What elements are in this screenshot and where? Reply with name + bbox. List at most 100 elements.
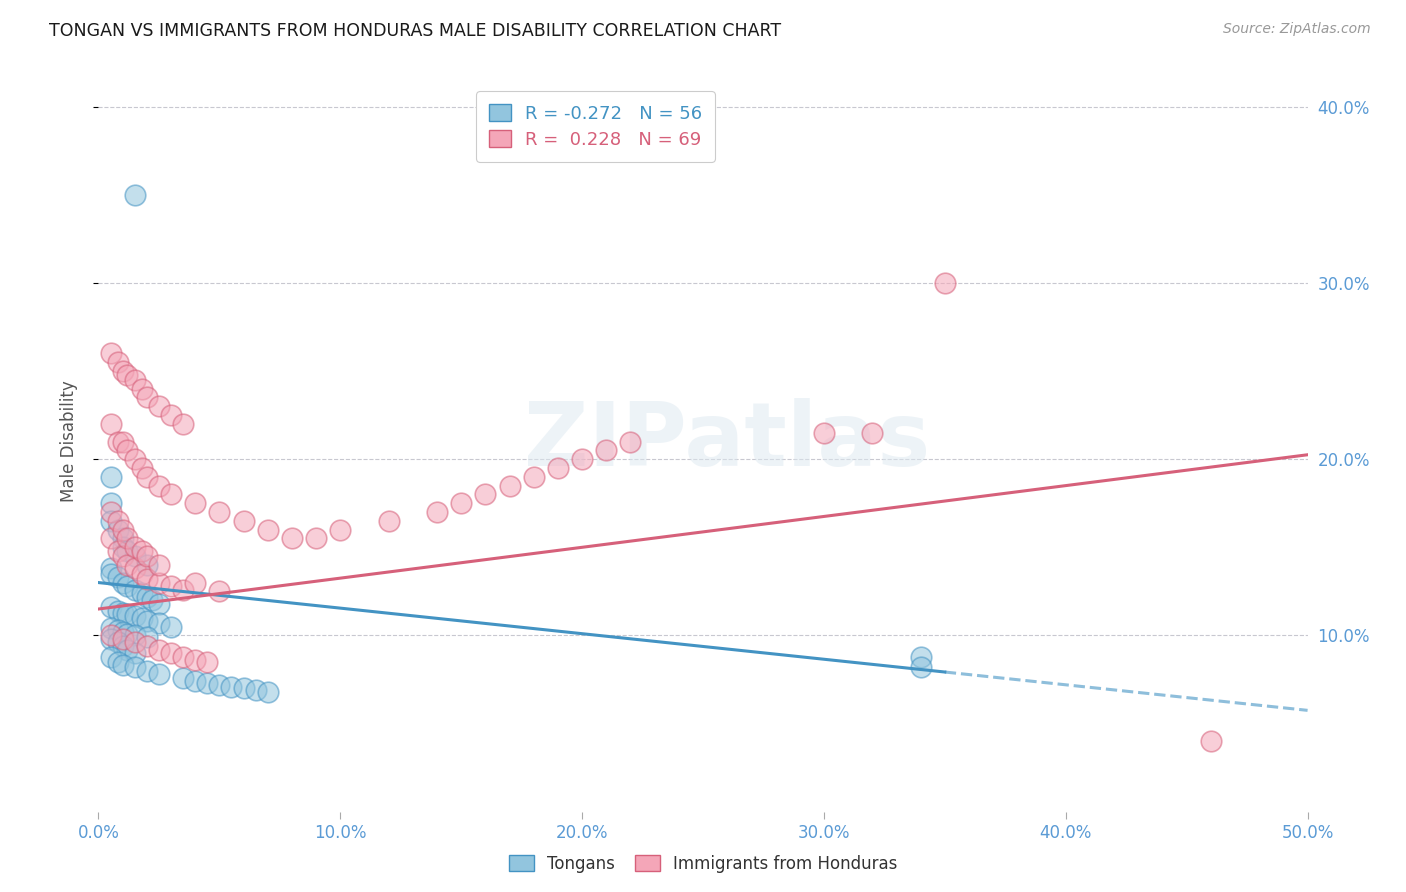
Point: [195, 655, 218, 669]
Point: [111, 549, 134, 563]
Point: [100, 561, 122, 575]
Point: [172, 649, 194, 664]
Point: [245, 683, 267, 698]
Point: [208, 584, 231, 599]
Point: [135, 558, 157, 572]
Point: [111, 523, 134, 537]
Point: [305, 532, 328, 546]
Point: [910, 660, 932, 674]
Point: [117, 607, 139, 622]
Point: [124, 582, 146, 597]
Point: [148, 399, 170, 413]
Point: [135, 639, 157, 653]
Point: [107, 514, 129, 528]
Point: [117, 532, 139, 546]
Point: [131, 461, 153, 475]
Point: [117, 368, 139, 382]
Point: [208, 505, 231, 519]
Point: [172, 671, 194, 685]
Point: [135, 590, 157, 604]
Point: [160, 646, 183, 660]
Point: [124, 549, 146, 563]
Point: [107, 635, 129, 649]
Point: [184, 653, 207, 667]
Point: [131, 566, 153, 581]
Point: [148, 558, 170, 572]
Point: [450, 496, 472, 510]
Point: [131, 586, 153, 600]
Point: [426, 505, 449, 519]
Point: [117, 579, 139, 593]
Point: [329, 523, 352, 537]
Point: [474, 487, 496, 501]
Point: [111, 575, 134, 590]
Point: [111, 532, 134, 546]
Point: [547, 461, 569, 475]
Point: [100, 628, 122, 642]
Point: [256, 685, 278, 699]
Point: [571, 452, 593, 467]
Text: ZIPatlas: ZIPatlas: [524, 398, 931, 485]
Point: [124, 635, 146, 649]
Point: [135, 630, 157, 644]
Point: [100, 346, 122, 360]
Point: [595, 443, 617, 458]
Point: [100, 470, 122, 484]
Point: [111, 658, 134, 673]
Point: [1199, 734, 1222, 748]
Text: TONGAN VS IMMIGRANTS FROM HONDURAS MALE DISABILITY CORRELATION CHART: TONGAN VS IMMIGRANTS FROM HONDURAS MALE …: [49, 22, 782, 40]
Point: [160, 579, 183, 593]
Point: [100, 514, 122, 528]
Y-axis label: Male Disability: Male Disability: [59, 381, 77, 502]
Point: [100, 505, 122, 519]
Point: [111, 434, 134, 449]
Point: [111, 541, 134, 555]
Point: [148, 642, 170, 657]
Point: [232, 681, 254, 696]
Point: [100, 496, 122, 510]
Point: [100, 621, 122, 635]
Point: [124, 628, 146, 642]
Point: [934, 276, 956, 290]
Point: [172, 417, 194, 431]
Point: [135, 572, 157, 586]
Point: [498, 478, 520, 492]
Point: [124, 646, 146, 660]
Point: [124, 561, 146, 575]
Point: [148, 667, 170, 681]
Point: [111, 639, 134, 653]
Point: [100, 532, 122, 546]
Point: [107, 655, 129, 669]
Point: [124, 373, 146, 387]
Point: [523, 470, 546, 484]
Point: [111, 364, 134, 378]
Point: [117, 443, 139, 458]
Point: [910, 649, 932, 664]
Point: [111, 624, 134, 639]
Point: [619, 434, 641, 449]
Point: [107, 544, 129, 558]
Text: Source: ZipAtlas.com: Source: ZipAtlas.com: [1223, 22, 1371, 37]
Point: [860, 425, 883, 440]
Point: [117, 544, 139, 558]
Point: [124, 187, 146, 202]
Point: [131, 611, 153, 625]
Point: [100, 649, 122, 664]
Point: [100, 600, 122, 615]
Point: [131, 382, 153, 396]
Point: [124, 609, 146, 624]
Point: [100, 632, 122, 646]
Point: [141, 593, 163, 607]
Point: [281, 532, 304, 546]
Point: [377, 514, 399, 528]
Point: [148, 616, 170, 631]
Point: [256, 523, 278, 537]
Point: [111, 606, 134, 620]
Point: [135, 470, 157, 484]
Point: [124, 660, 146, 674]
Point: [124, 452, 146, 467]
Point: [107, 604, 129, 618]
Point: [124, 541, 146, 555]
Point: [107, 434, 129, 449]
Point: [195, 676, 218, 690]
